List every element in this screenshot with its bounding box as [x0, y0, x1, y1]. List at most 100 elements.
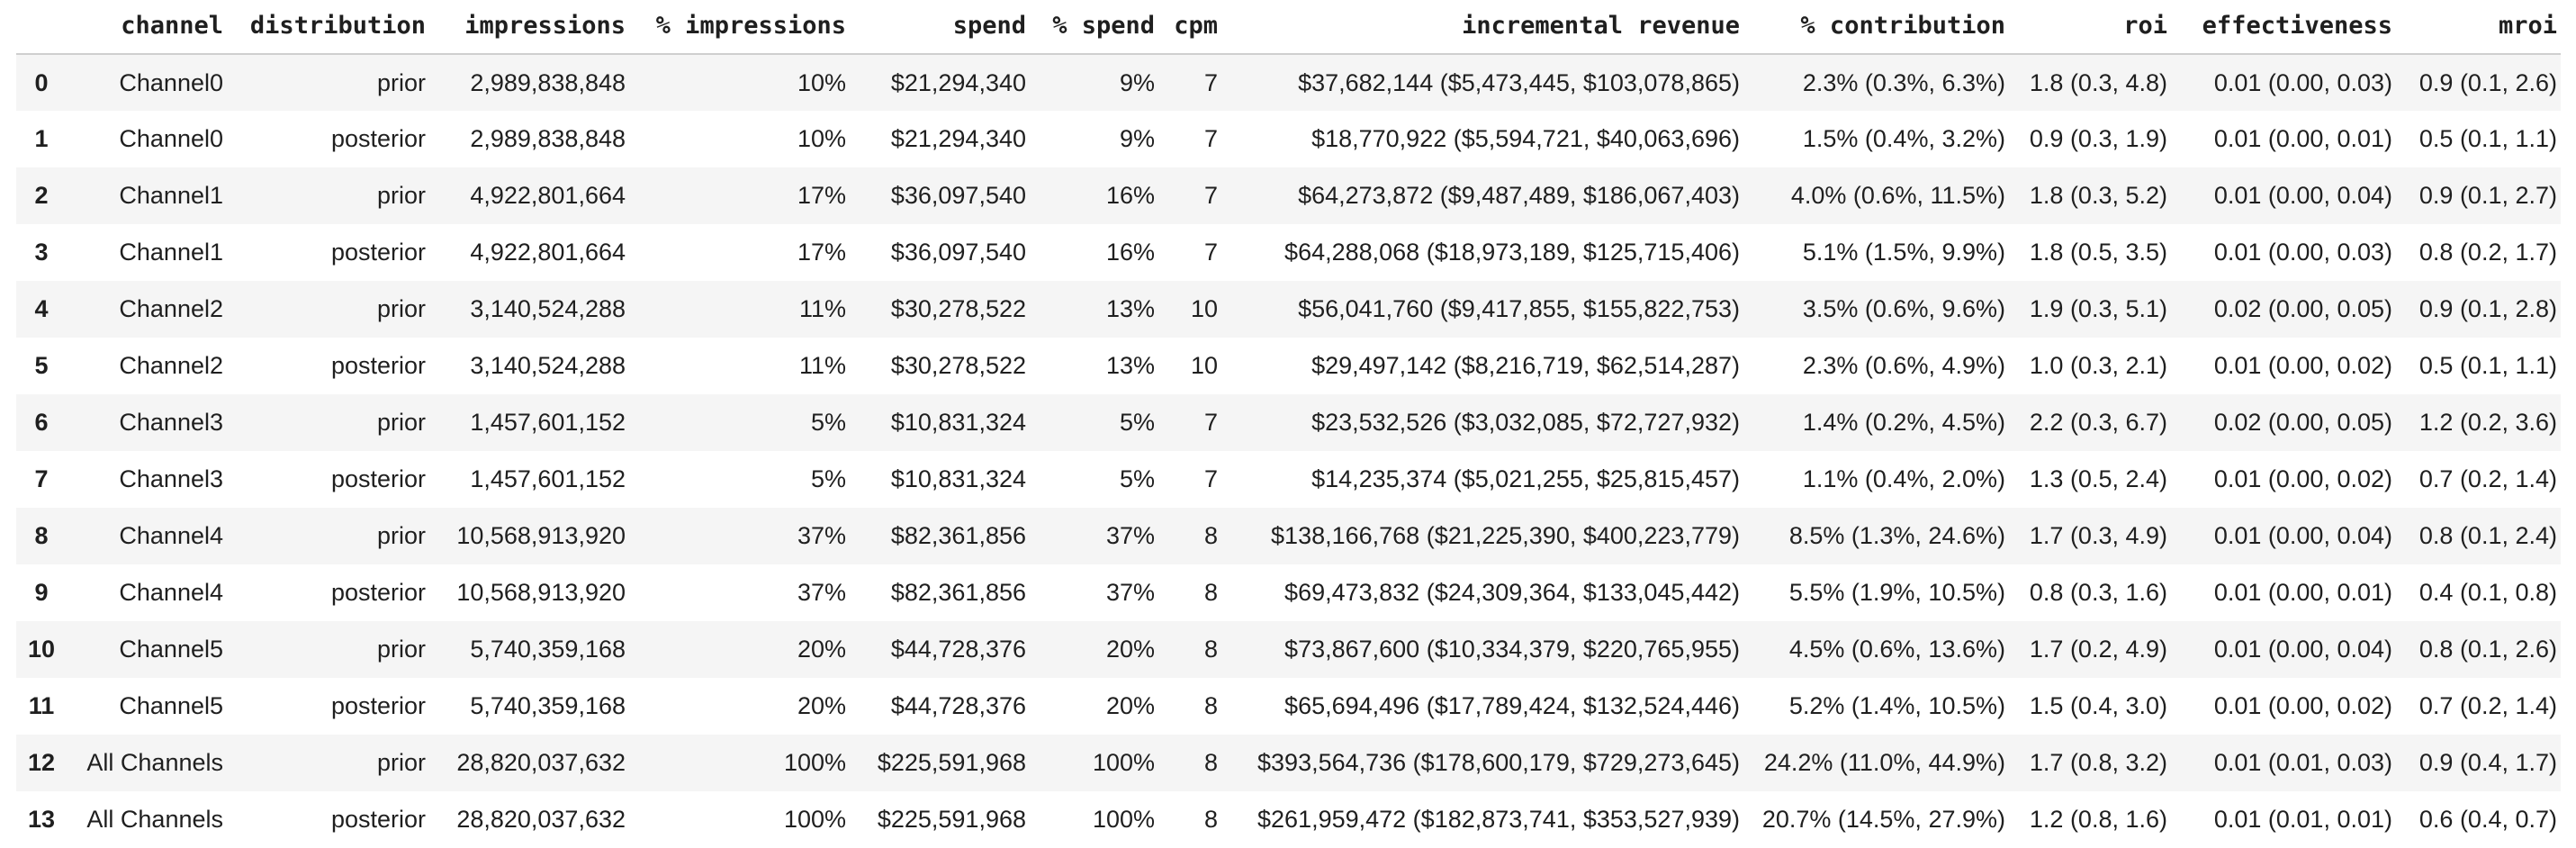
cell-pct-spend: 5%	[1119, 409, 1155, 436]
cell-roi: 1.7 (0.3, 4.9)	[2029, 522, 2167, 549]
cell-distribution: posterior	[330, 239, 426, 266]
cell-effectiveness: 0.01 (0.00, 0.02)	[2213, 465, 2392, 492]
cell-cpm: 8	[1203, 749, 1218, 776]
cell-incremental-revenue: $65,694,496 ($17,789,424, $132,524,446)	[1284, 692, 1740, 719]
cell-roi: 1.2 (0.8, 1.6)	[2029, 806, 2167, 833]
row-index: 6	[34, 409, 49, 436]
table-row: 1 Channel0 posterior 2,989,838,848 10% $21,29…	[16, 111, 2561, 167]
cell-mroi: 0.9 (0.4, 1.7)	[2418, 749, 2557, 776]
row-index: 9	[34, 579, 49, 606]
cell-roi: 1.8 (0.3, 5.2)	[2029, 182, 2167, 209]
cell-effectiveness: 0.01 (0.00, 0.04)	[2213, 182, 2392, 209]
cell-channel: Channel1	[119, 182, 223, 209]
row-index: 4	[34, 295, 49, 322]
cell-distribution: prior	[376, 409, 426, 436]
column-header-channel: channel	[67, 0, 227, 55]
dataframe-output: channel distribution impressions% impressi…	[16, 0, 2561, 848]
row-index: 0	[34, 68, 49, 96]
cell-effectiveness: 0.01 (0.00, 0.04)	[2213, 522, 2392, 549]
cell-mroi: 1.2 (0.2, 3.6)	[2418, 409, 2557, 436]
cell-roi: 1.9 (0.3, 5.1)	[2029, 295, 2167, 322]
row-index: 2	[34, 182, 49, 209]
cell-pct-spend: 9%	[1119, 125, 1155, 152]
cell-impressions: 2,989,838,848	[470, 125, 626, 152]
table-row: 8 Channel4 prior 10,568,913,920 37% $82,361,8…	[16, 508, 2561, 564]
table-row: 7 Channel3 posterior 1,457,601,152 5% $10,831…	[16, 451, 2561, 508]
cell-effectiveness: 0.01 (0.00, 0.04)	[2213, 636, 2392, 663]
cell-pct-impressions: 100%	[783, 749, 846, 776]
cell-pct-impressions: 37%	[797, 522, 846, 549]
cell-impressions: 3,140,524,288	[470, 295, 626, 322]
cell-impressions: 3,140,524,288	[470, 352, 626, 379]
cell-pct-impressions: 100%	[783, 806, 846, 833]
cell-spend: $10,831,324	[890, 409, 1026, 436]
cell-spend: $82,361,856	[890, 522, 1026, 549]
column-header-pct-spend: % spend	[1030, 0, 1158, 55]
cell-channel: Channel3	[119, 409, 223, 436]
cell-pct-spend: 9%	[1119, 68, 1155, 96]
cell-distribution: posterior	[330, 579, 426, 606]
dataframe-table: channel distribution impressions% impressi…	[16, 0, 2561, 848]
row-index: 13	[27, 806, 56, 833]
table-row: 5 Channel2 posterior 3,140,524,288 11% $30,27…	[16, 338, 2561, 394]
cell-pct-spend: 20%	[1105, 692, 1155, 719]
cell-distribution: prior	[376, 749, 426, 776]
cell-pct-contribution: 4.5% (0.6%, 13.6%)	[1788, 636, 2005, 663]
column-header-distribution: distribution	[227, 0, 429, 55]
cell-pct-impressions: 5%	[810, 465, 846, 492]
cell-cpm: 7	[1203, 125, 1218, 152]
cell-incremental-revenue: $138,166,768 ($21,225,390, $400,223,779)	[1271, 522, 1740, 549]
cell-effectiveness: 0.01 (0.00, 0.03)	[2213, 68, 2392, 96]
cell-channel: Channel5	[119, 692, 223, 719]
cell-channel: Channel0	[119, 125, 223, 152]
cell-pct-contribution: 1.5% (0.4%, 3.2%)	[1802, 125, 2005, 152]
cell-cpm: 7	[1203, 465, 1218, 492]
cell-cpm: 8	[1203, 692, 1218, 719]
cell-pct-spend: 16%	[1105, 239, 1155, 266]
row-index: 5	[34, 352, 49, 379]
cell-channel: Channel5	[119, 636, 223, 663]
cell-roi: 2.2 (0.3, 6.7)	[2029, 409, 2167, 436]
cell-spend: $21,294,340	[890, 68, 1026, 96]
cell-impressions: 28,820,037,632	[456, 749, 626, 776]
cell-pct-spend: 5%	[1119, 465, 1155, 492]
cell-cpm: 7	[1203, 409, 1218, 436]
cell-spend: $30,278,522	[890, 352, 1026, 379]
cell-cpm: 10	[1190, 295, 1218, 322]
cell-incremental-revenue: $14,235,374 ($5,021,255, $25,815,457)	[1311, 465, 1740, 492]
row-index: 8	[34, 522, 49, 549]
cell-cpm: 8	[1203, 636, 1218, 663]
table-row: 6 Channel3 prior 1,457,601,152 5% $10,831,324…	[16, 394, 2561, 451]
cell-incremental-revenue: $64,288,068 ($18,973,189, $125,715,406)	[1284, 239, 1740, 266]
row-index: 7	[34, 465, 49, 492]
cell-spend: $30,278,522	[890, 295, 1026, 322]
cell-cpm: 7	[1203, 182, 1218, 209]
cell-spend: $225,591,968	[877, 806, 1026, 833]
cell-spend: $21,294,340	[890, 125, 1026, 152]
cell-roi: 1.0 (0.3, 2.1)	[2029, 352, 2167, 379]
cell-mroi: 0.9 (0.1, 2.6)	[2418, 68, 2557, 96]
cell-pct-contribution: 3.5% (0.6%, 9.6%)	[1802, 295, 2005, 322]
cell-mroi: 0.7 (0.2, 1.4)	[2418, 465, 2557, 492]
cell-distribution: posterior	[330, 352, 426, 379]
cell-incremental-revenue: $23,532,526 ($3,032,085, $72,727,932)	[1311, 409, 1740, 436]
table-row: 13 All Channels posterior 28,820,037,632 100…	[16, 791, 2561, 848]
cell-pct-spend: 20%	[1105, 636, 1155, 663]
cell-cpm: 8	[1203, 579, 1218, 606]
cell-pct-spend: 100%	[1092, 749, 1155, 776]
cell-distribution: prior	[376, 522, 426, 549]
cell-pct-contribution: 20.7% (14.5%, 27.9%)	[1761, 806, 2005, 833]
table-row: 0 Channel0 prior 2,989,838,848 10% $21,294,34…	[16, 54, 2561, 111]
cell-impressions: 10,568,913,920	[456, 522, 626, 549]
cell-roi: 1.3 (0.5, 2.4)	[2029, 465, 2167, 492]
cell-impressions: 10,568,913,920	[456, 579, 626, 606]
cell-pct-spend: 13%	[1105, 295, 1155, 322]
table-row: 11 Channel5 posterior 5,740,359,168 20% $44,7…	[16, 678, 2561, 735]
cell-mroi: 0.8 (0.2, 1.7)	[2418, 239, 2557, 266]
cell-effectiveness: 0.01 (0.00, 0.03)	[2213, 239, 2392, 266]
cell-spend: $44,728,376	[890, 692, 1026, 719]
cell-channel: Channel2	[119, 295, 223, 322]
cell-pct-contribution: 1.4% (0.2%, 4.5%)	[1802, 409, 2005, 436]
cell-distribution: prior	[376, 182, 426, 209]
cell-incremental-revenue: $64,273,872 ($9,487,489, $186,067,403)	[1298, 182, 1740, 209]
